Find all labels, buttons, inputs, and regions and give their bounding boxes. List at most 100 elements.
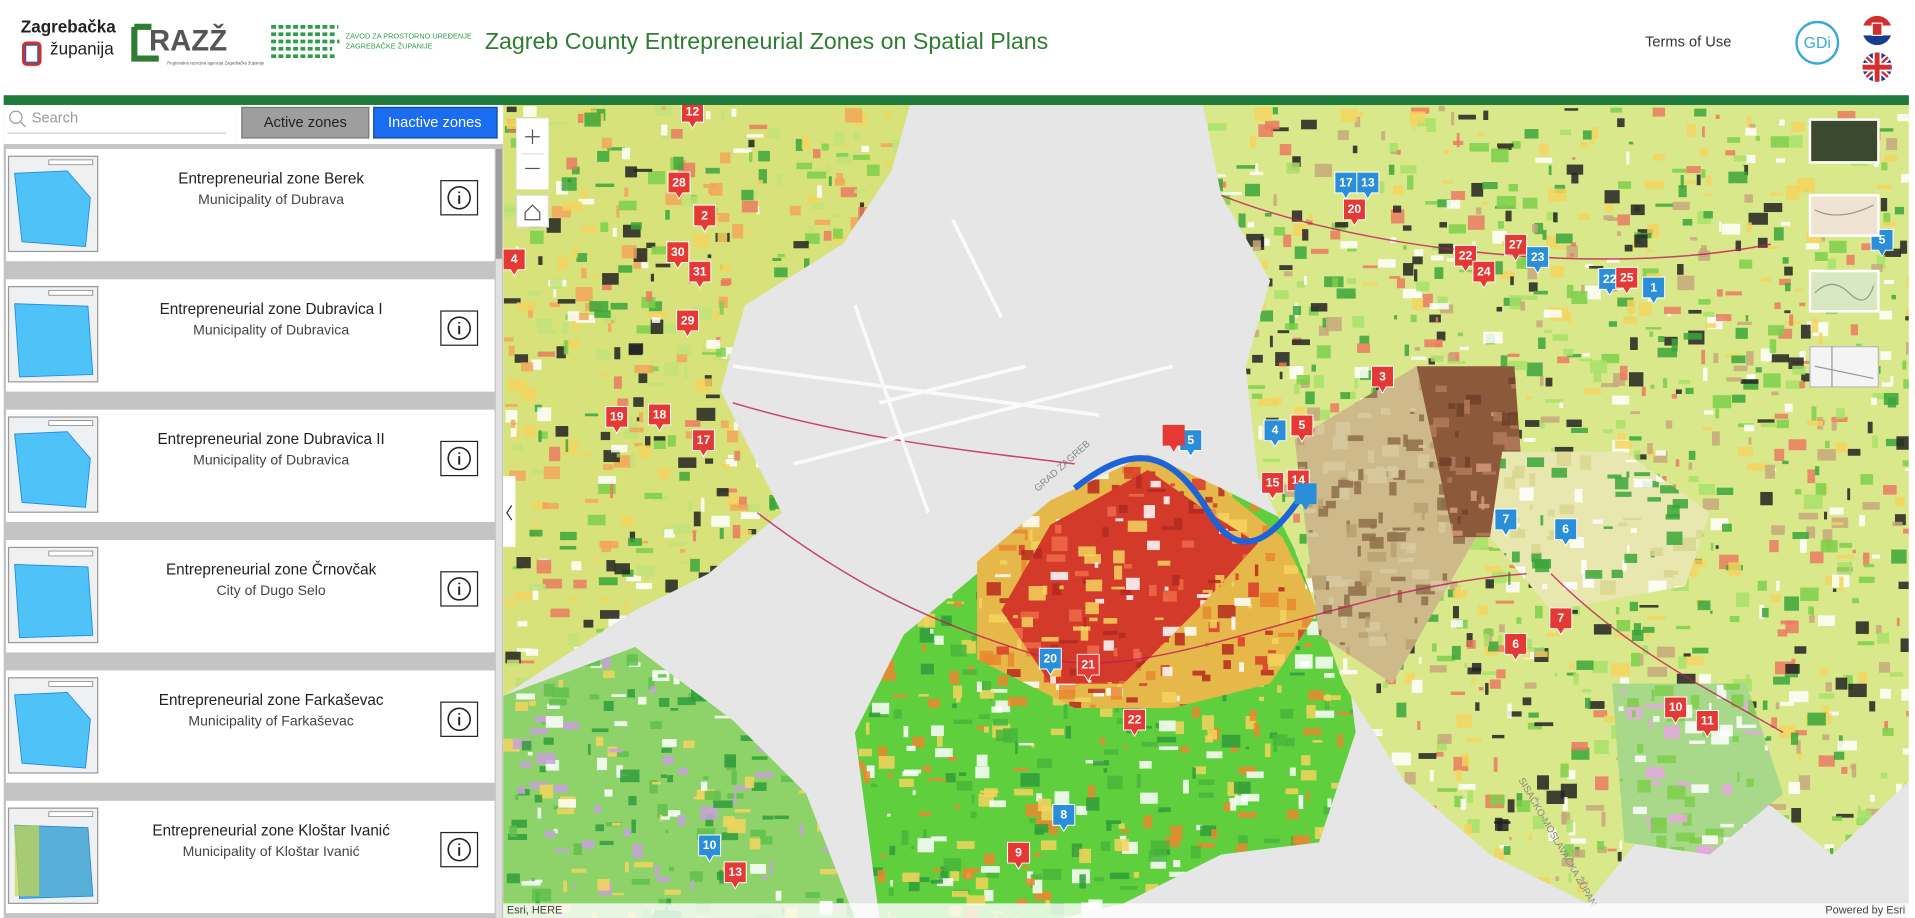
landuse-patch xyxy=(1124,744,1127,748)
landuse-patch xyxy=(1630,204,1645,216)
marker[interactable]: 23 xyxy=(1526,246,1550,275)
landuse-patch xyxy=(1212,503,1218,508)
landuse-patch xyxy=(608,748,623,753)
marker[interactable]: 4 xyxy=(503,248,526,277)
landuse-patch xyxy=(1247,603,1253,609)
landuse-patch xyxy=(950,644,967,657)
marker[interactable]: 5 xyxy=(1179,429,1203,458)
search-box[interactable] xyxy=(3,104,236,145)
landuse-patch xyxy=(723,816,735,828)
marker[interactable]: 11 xyxy=(1695,709,1719,739)
zone-card[interactable]: Entrepreneurial zone FarkaševacMunicipal… xyxy=(6,670,495,783)
landuse-patch xyxy=(1031,744,1035,748)
marker[interactable]: 10 xyxy=(698,834,722,863)
landuse-patch xyxy=(546,703,560,710)
zone-card[interactable]: Entrepreneurial zone Kloštar IvanićMunic… xyxy=(6,800,495,914)
marker[interactable]: 21 xyxy=(1076,653,1100,683)
landuse-patch xyxy=(596,757,607,771)
terms-link[interactable]: Terms of Use xyxy=(1645,35,1731,51)
landuse-patch xyxy=(1402,225,1412,231)
landuse-patch xyxy=(1638,302,1652,316)
marker-unlabeled[interactable] xyxy=(1294,483,1317,511)
marker-pin xyxy=(666,241,690,270)
landuse-patch xyxy=(527,306,533,318)
marker[interactable]: 17 xyxy=(1334,171,1358,200)
marker[interactable]: 31 xyxy=(688,260,712,290)
marker[interactable]: 6 xyxy=(1504,633,1528,662)
collapse-handle[interactable] xyxy=(503,476,516,547)
marker[interactable]: 24 xyxy=(1472,260,1496,290)
landuse-patch xyxy=(902,872,920,882)
marker[interactable]: 27 xyxy=(1504,233,1528,263)
marker[interactable]: 3 xyxy=(1371,365,1394,395)
landuse-patch xyxy=(1894,206,1905,215)
gdi-logo[interactable]: GDi xyxy=(1795,20,1840,65)
landuse-patch xyxy=(1654,685,1674,697)
scrollbar-thumb[interactable] xyxy=(495,148,502,259)
flag-uk[interactable] xyxy=(1856,51,1898,83)
landuse-patch xyxy=(780,775,797,783)
marker[interactable]: 28 xyxy=(667,171,691,200)
marker[interactable]: 29 xyxy=(676,309,700,338)
marker[interactable]: 10 xyxy=(1664,696,1688,725)
landuse-patch xyxy=(1270,127,1289,132)
marker[interactable]: 22 xyxy=(1454,244,1478,274)
marker[interactable]: 22 xyxy=(1123,708,1147,738)
marker[interactable]: 22 xyxy=(1598,268,1622,297)
landuse-patch xyxy=(510,138,521,148)
powered-by[interactable]: Powered by Esri xyxy=(1825,905,1905,917)
landuse-patch xyxy=(776,174,782,187)
marker[interactable]: 5 xyxy=(1290,414,1314,443)
landuse-patch xyxy=(733,421,739,431)
marker[interactable]: 8 xyxy=(1052,803,1076,833)
landuse-patch xyxy=(1335,222,1349,228)
marker[interactable]: 13 xyxy=(1356,171,1380,200)
flag-hr[interactable] xyxy=(1856,15,1898,47)
marker[interactable]: 2 xyxy=(693,204,717,233)
tab-active-zones[interactable] xyxy=(241,106,370,139)
marker[interactable]: 20 xyxy=(1342,198,1366,227)
marker[interactable]: 7 xyxy=(1549,607,1573,636)
zoom-in-icon xyxy=(525,129,540,145)
marker[interactable]: 20 xyxy=(1038,647,1062,677)
landuse-patch xyxy=(1451,191,1466,201)
landuse-patch xyxy=(983,853,995,865)
marker[interactable]: 30 xyxy=(666,241,690,270)
landuse-patch xyxy=(1258,425,1263,440)
basemap-imagery[interactable] xyxy=(1808,118,1880,164)
landuse-patch xyxy=(1533,290,1548,295)
landuse-patch xyxy=(595,183,615,188)
marker[interactable]: 12 xyxy=(680,101,704,130)
tab-inactive-zones[interactable] xyxy=(373,106,498,139)
marker[interactable]: 19 xyxy=(605,406,629,435)
marker[interactable]: 18 xyxy=(648,403,671,432)
landuse-patch xyxy=(645,291,653,302)
zoom-out[interactable] xyxy=(516,155,549,190)
marker[interactable]: 9 xyxy=(1007,841,1031,871)
landuse-patch xyxy=(945,773,956,783)
marker[interactable]: 13 xyxy=(723,861,747,890)
basemap-plan[interactable] xyxy=(1808,269,1880,313)
marker[interactable]: 15 xyxy=(1261,471,1285,501)
landuse-patch xyxy=(692,234,710,247)
marker[interactable]: 7 xyxy=(1494,508,1518,537)
home-button[interactable] xyxy=(515,194,549,228)
marker-pin xyxy=(1615,266,1639,296)
marker[interactable]: 25 xyxy=(1615,266,1639,296)
basemap-gray[interactable] xyxy=(1809,346,1879,388)
zone-card[interactable]: Entrepreneurial zone Dubravica IMunicipa… xyxy=(6,279,495,392)
landuse-patch xyxy=(1731,694,1744,708)
marker[interactable]: 1 xyxy=(1642,276,1666,305)
marker[interactable]: 17 xyxy=(691,429,715,458)
landuse-patch xyxy=(1094,877,1104,882)
zone-card[interactable]: Entrepreneurial zone Dubravica IIMunicip… xyxy=(6,409,495,522)
landuse-patch xyxy=(1681,180,1697,185)
marker[interactable]: 6 xyxy=(1554,518,1578,547)
marker-unlabeled[interactable] xyxy=(1162,424,1185,452)
marker[interactable]: 4 xyxy=(1263,419,1287,448)
landuse-patch xyxy=(1872,554,1880,559)
basemap-topo[interactable] xyxy=(1808,194,1880,237)
